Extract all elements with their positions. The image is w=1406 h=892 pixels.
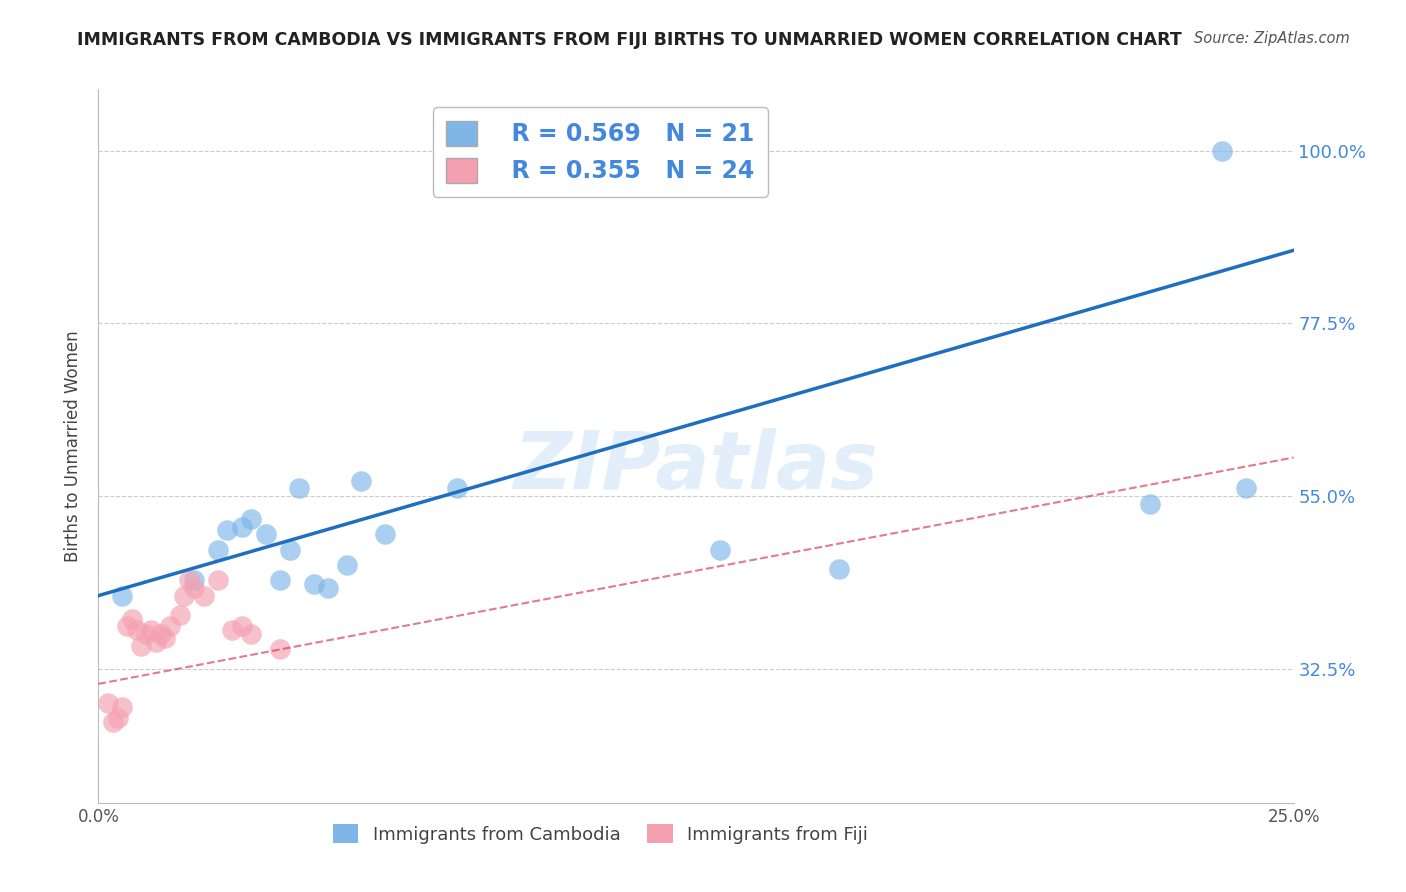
Point xyxy=(1211,144,1233,158)
Point xyxy=(217,524,239,538)
Point xyxy=(97,696,120,710)
Point xyxy=(336,558,359,572)
Point xyxy=(207,574,229,588)
Point xyxy=(240,512,263,526)
Point xyxy=(111,589,134,603)
Point xyxy=(221,623,243,637)
Point xyxy=(374,527,396,541)
Point xyxy=(254,527,277,541)
Point xyxy=(183,581,205,595)
Point xyxy=(121,612,143,626)
Point xyxy=(231,519,253,533)
Point xyxy=(173,589,195,603)
Point xyxy=(111,699,134,714)
Point xyxy=(183,574,205,588)
Point xyxy=(231,619,253,633)
Point xyxy=(446,481,468,495)
Point xyxy=(159,619,181,633)
Point xyxy=(149,627,172,641)
Point xyxy=(302,577,325,591)
Point xyxy=(240,627,263,641)
Legend: Immigrants from Cambodia, Immigrants from Fiji: Immigrants from Cambodia, Immigrants fro… xyxy=(326,817,875,851)
Point xyxy=(709,542,731,557)
Point xyxy=(139,623,162,637)
Point xyxy=(350,474,373,488)
Point xyxy=(278,542,301,557)
Point xyxy=(828,562,851,576)
Point xyxy=(316,581,339,595)
Point xyxy=(169,607,191,622)
Point xyxy=(269,642,291,657)
Point xyxy=(101,715,124,730)
Point xyxy=(193,589,215,603)
Point xyxy=(1139,497,1161,511)
Point xyxy=(1234,481,1257,495)
Y-axis label: Births to Unmarried Women: Births to Unmarried Women xyxy=(65,330,83,562)
Point xyxy=(145,634,167,648)
Text: Source: ZipAtlas.com: Source: ZipAtlas.com xyxy=(1194,31,1350,46)
Point xyxy=(135,627,157,641)
Point xyxy=(207,542,229,557)
Point xyxy=(155,631,177,645)
Point xyxy=(115,619,138,633)
Point xyxy=(179,574,201,588)
Point xyxy=(131,639,153,653)
Text: ZIPatlas: ZIPatlas xyxy=(513,428,879,507)
Point xyxy=(269,574,291,588)
Point xyxy=(125,623,148,637)
Text: IMMIGRANTS FROM CAMBODIA VS IMMIGRANTS FROM FIJI BIRTHS TO UNMARRIED WOMEN CORRE: IMMIGRANTS FROM CAMBODIA VS IMMIGRANTS F… xyxy=(77,31,1182,49)
Point xyxy=(107,711,129,725)
Point xyxy=(288,481,311,495)
